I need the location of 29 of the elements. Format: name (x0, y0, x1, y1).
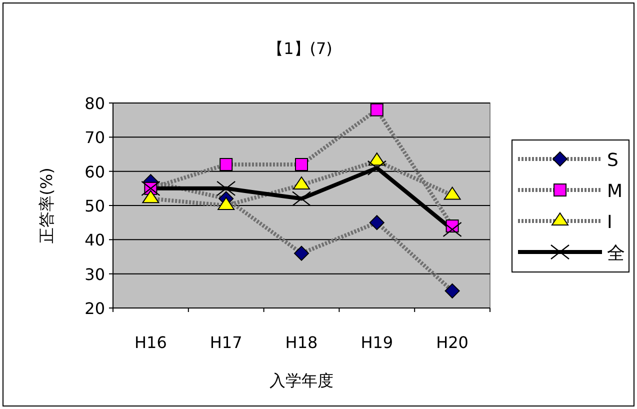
point (141, 180, 160, 196)
point (216, 180, 236, 196)
y-tick-label: 70 (84, 128, 105, 148)
y-tick-label: 50 (84, 196, 105, 216)
y-tick-label: 30 (84, 264, 105, 284)
point (444, 283, 460, 298)
y-tick-label: 20 (84, 299, 105, 318)
point (294, 246, 309, 261)
point (295, 158, 308, 171)
x-tick-label: H17 (210, 333, 242, 352)
x-tick-label: H19 (360, 333, 394, 352)
x-tick-label: H18 (285, 333, 318, 352)
point (220, 158, 233, 171)
x-axis-title: 入学年度 (270, 371, 334, 390)
y-tick-label: 80 (84, 94, 105, 113)
chart-title: 【1】(7) (268, 39, 332, 58)
y-axis-title: 正答率(%) (37, 168, 56, 244)
point (292, 191, 312, 206)
y-tick-label: 40 (84, 230, 105, 250)
x-tick-label: H20 (436, 333, 468, 352)
legend-label: S (607, 150, 618, 171)
point (370, 103, 384, 116)
point (369, 215, 384, 230)
point (442, 222, 462, 238)
legend-label: M (607, 181, 623, 202)
legend-label: I (607, 212, 612, 233)
x-tick-label: H16 (134, 333, 167, 352)
y-tick-label: 60 (84, 162, 105, 182)
legend-label: 全 (607, 243, 625, 264)
